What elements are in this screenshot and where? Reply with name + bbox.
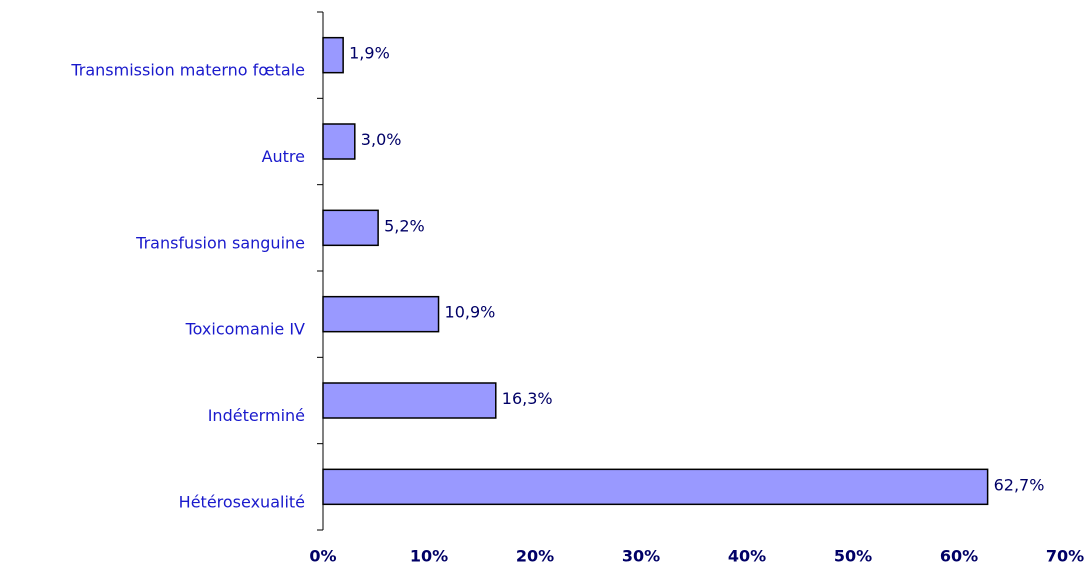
bar: [322, 468, 989, 506]
bar: [322, 36, 344, 74]
y-tick-label: Indéterminé: [208, 406, 305, 425]
y-tick-label: Hétérosexualité: [179, 492, 305, 511]
x-tick-label: 20%: [516, 547, 554, 566]
x-tick-label: 30%: [622, 547, 660, 566]
value-label: 62,7%: [994, 475, 1045, 494]
value-label: 10,9%: [445, 303, 496, 322]
y-tick-label: Toxicomanie IV: [185, 320, 305, 339]
x-tick-label: 50%: [834, 547, 872, 566]
bar: [322, 209, 379, 247]
x-tick-label: 70%: [1046, 547, 1084, 566]
y-tick-label: Autre: [262, 147, 305, 166]
x-tick-label: 10%: [410, 547, 448, 566]
bar: [322, 295, 440, 333]
x-tick-label: 0%: [309, 547, 336, 566]
y-tick-label: Transmission materno fœtale: [70, 61, 305, 80]
bar: [322, 382, 497, 419]
value-label: 16,3%: [502, 389, 553, 408]
x-tick-label: 60%: [940, 547, 978, 566]
bar: [322, 123, 356, 160]
value-label: 1,9%: [349, 44, 390, 63]
x-tick-label: 40%: [728, 547, 766, 566]
y-tick-label: Transfusion sanguine: [135, 233, 305, 252]
value-label: 5,2%: [384, 216, 425, 235]
value-label: 3,0%: [361, 130, 402, 149]
